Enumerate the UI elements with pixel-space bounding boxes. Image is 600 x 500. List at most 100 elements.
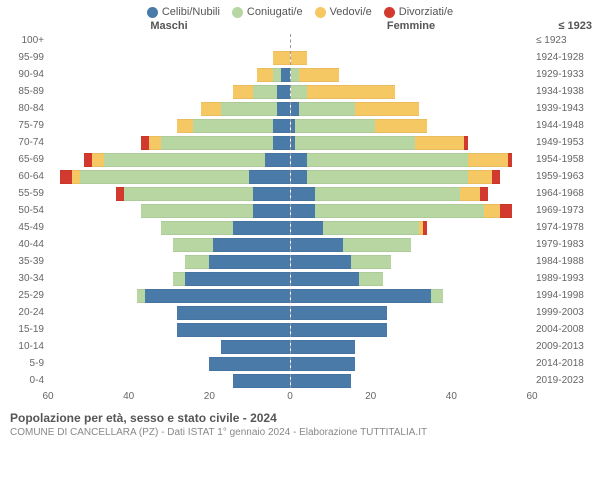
birth-year-label: 1989-1993 bbox=[532, 273, 592, 284]
bar-segment bbox=[291, 187, 315, 201]
birth-year-label: 1939-1943 bbox=[532, 103, 592, 114]
pyramid-row: 60-641959-1963 bbox=[8, 168, 592, 185]
age-label: 15-19 bbox=[8, 324, 48, 335]
bar-segment bbox=[185, 255, 209, 269]
male-bar bbox=[48, 170, 290, 184]
column-headers: Maschi Femmine ≤ 1923 bbox=[0, 20, 600, 32]
bar-segment bbox=[291, 68, 299, 82]
female-bar bbox=[290, 357, 533, 371]
male-bar bbox=[48, 255, 290, 269]
age-label: 80-84 bbox=[8, 103, 48, 114]
bar-zone bbox=[48, 68, 532, 82]
bar-zone bbox=[48, 85, 532, 99]
pyramid-row: 25-291994-1998 bbox=[8, 287, 592, 304]
x-tick: 60 bbox=[526, 391, 537, 402]
male-bar bbox=[48, 204, 290, 218]
bar-segment bbox=[253, 187, 289, 201]
age-label: 10-14 bbox=[8, 341, 48, 352]
male-bar bbox=[48, 68, 290, 82]
bar-segment bbox=[84, 153, 92, 167]
header-male: Maschi bbox=[48, 20, 290, 32]
age-label: 30-34 bbox=[8, 273, 48, 284]
bar-segment bbox=[480, 187, 488, 201]
x-tick: 60 bbox=[42, 391, 53, 402]
age-label: 90-94 bbox=[8, 69, 48, 80]
pyramid-row: 40-441979-1983 bbox=[8, 236, 592, 253]
bar-segment bbox=[291, 51, 307, 65]
pyramid-row: 35-391984-1988 bbox=[8, 253, 592, 270]
bar-segment bbox=[500, 204, 512, 218]
bar-segment bbox=[92, 153, 104, 167]
bar-zone bbox=[48, 289, 532, 303]
bar-zone bbox=[48, 136, 532, 150]
bar-zone bbox=[48, 255, 532, 269]
male-bar bbox=[48, 119, 290, 133]
bar-segment bbox=[508, 153, 512, 167]
bar-segment bbox=[351, 255, 391, 269]
bar-zone bbox=[48, 272, 532, 286]
bar-segment bbox=[141, 204, 254, 218]
bar-segment bbox=[265, 153, 289, 167]
bar-segment bbox=[460, 187, 480, 201]
age-label: 20-24 bbox=[8, 307, 48, 318]
bar-zone bbox=[48, 306, 532, 320]
female-bar bbox=[290, 374, 533, 388]
bar-segment bbox=[295, 136, 416, 150]
female-bar bbox=[290, 136, 533, 150]
male-bar bbox=[48, 102, 290, 116]
bar-segment bbox=[257, 68, 273, 82]
female-bar bbox=[290, 323, 533, 337]
bar-segment bbox=[233, 374, 289, 388]
bar-segment bbox=[375, 119, 427, 133]
bar-segment bbox=[355, 102, 419, 116]
chart-title: Popolazione per età, sesso e stato civil… bbox=[10, 411, 590, 425]
pyramid-row: 70-741949-1953 bbox=[8, 134, 592, 151]
female-bar bbox=[290, 119, 533, 133]
age-label: 5-9 bbox=[8, 358, 48, 369]
bar-segment bbox=[464, 136, 468, 150]
male-bar bbox=[48, 289, 290, 303]
female-bar bbox=[290, 272, 533, 286]
age-label: 75-79 bbox=[8, 120, 48, 131]
pyramid-row: 10-142009-2013 bbox=[8, 338, 592, 355]
legend-swatch bbox=[384, 7, 395, 18]
bar-segment bbox=[177, 306, 290, 320]
bar-segment bbox=[291, 204, 315, 218]
pyramid-row: 75-791944-1948 bbox=[8, 117, 592, 134]
male-bar bbox=[48, 272, 290, 286]
female-bar bbox=[290, 255, 533, 269]
bar-segment bbox=[273, 119, 289, 133]
male-bar bbox=[48, 51, 290, 65]
bar-segment bbox=[295, 119, 375, 133]
x-tick: 0 bbox=[287, 391, 293, 402]
age-label: 70-74 bbox=[8, 137, 48, 148]
male-bar bbox=[48, 357, 290, 371]
chart-area: Fasce di età Anni di nascita 100+≤ 19239… bbox=[0, 32, 600, 389]
pyramid-row: 15-192004-2008 bbox=[8, 321, 592, 338]
female-bar bbox=[290, 170, 533, 184]
bar-segment bbox=[72, 170, 80, 184]
bar-segment bbox=[104, 153, 265, 167]
legend-item: Vedovi/e bbox=[315, 6, 372, 18]
bar-segment bbox=[273, 68, 281, 82]
age-label: 40-44 bbox=[8, 239, 48, 250]
pyramid-row: 50-541969-1973 bbox=[8, 202, 592, 219]
age-label: 100+ bbox=[8, 35, 48, 46]
bar-segment bbox=[249, 170, 289, 184]
male-bar bbox=[48, 306, 290, 320]
birth-year-label: 1934-1938 bbox=[532, 86, 592, 97]
header-female: Femmine bbox=[290, 20, 532, 32]
bar-segment bbox=[137, 289, 145, 303]
bar-segment bbox=[233, 221, 289, 235]
bar-segment bbox=[277, 85, 289, 99]
bar-zone bbox=[48, 187, 532, 201]
male-bar bbox=[48, 221, 290, 235]
bar-segment bbox=[116, 187, 124, 201]
female-bar bbox=[290, 221, 533, 235]
male-bar bbox=[48, 238, 290, 252]
bar-segment bbox=[124, 187, 253, 201]
bar-segment bbox=[193, 119, 273, 133]
bar-segment bbox=[201, 102, 221, 116]
birth-year-label: 1984-1988 bbox=[532, 256, 592, 267]
male-bar bbox=[48, 34, 290, 48]
